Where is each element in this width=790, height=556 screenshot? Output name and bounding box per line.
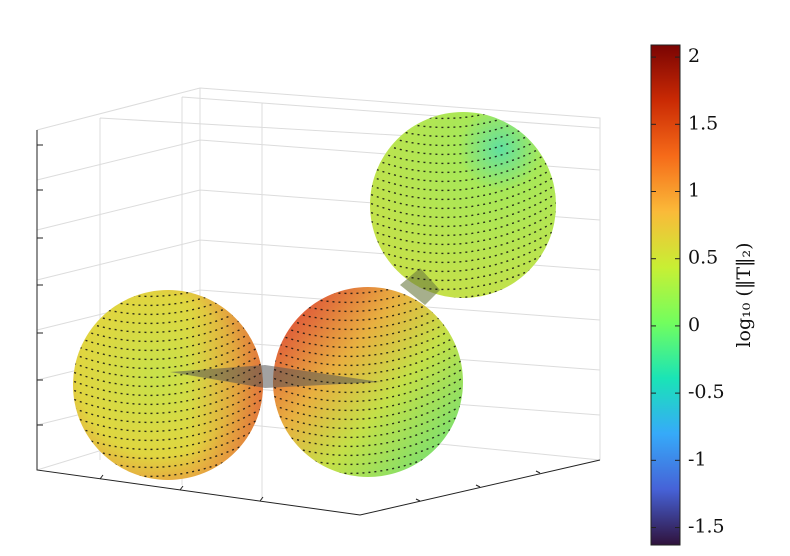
arrow-row	[370, 169, 556, 210]
arrow-row	[370, 151, 556, 192]
colorbar-tick-label: 2	[688, 45, 700, 67]
colorbar-tick-label: 1.5	[688, 112, 718, 134]
arrow-row	[370, 214, 556, 255]
arrow-row	[370, 241, 556, 282]
spheres	[63, 62, 566, 480]
arrow-row	[360, 62, 566, 100]
colorbar-label: log₁₀ (‖T‖₂)	[733, 242, 755, 347]
arrow-row	[370, 178, 556, 219]
contact-arrows	[400, 268, 440, 305]
arrow-row	[360, 71, 566, 109]
colorbar-tick-label: 1	[688, 180, 700, 202]
colorbar-tick-label: -0.5	[688, 381, 725, 403]
arrow-row	[63, 249, 273, 287]
arrow-row	[63, 240, 273, 278]
arrow-row	[370, 223, 556, 264]
arrow-row	[370, 205, 556, 246]
colorbar: log₁₀ (‖T‖₂) 2 1.5 1 0.5 0 -0.5 -1 -1.5	[650, 44, 755, 546]
colorbar-tick-label: -1.5	[688, 516, 725, 538]
sphere	[370, 112, 556, 298]
colorbar-tick-label: -1	[688, 448, 707, 470]
arrow-row	[370, 232, 556, 273]
arrow-row	[370, 142, 556, 183]
arrow-row	[370, 187, 556, 228]
colorbar-tick-label: 0.5	[688, 247, 718, 269]
colorbar-bar	[650, 44, 681, 546]
arrow-row	[370, 160, 556, 201]
colorbar-tick-label: 0	[688, 314, 700, 336]
sphere-shade	[73, 290, 263, 480]
arrow-row	[370, 196, 556, 237]
